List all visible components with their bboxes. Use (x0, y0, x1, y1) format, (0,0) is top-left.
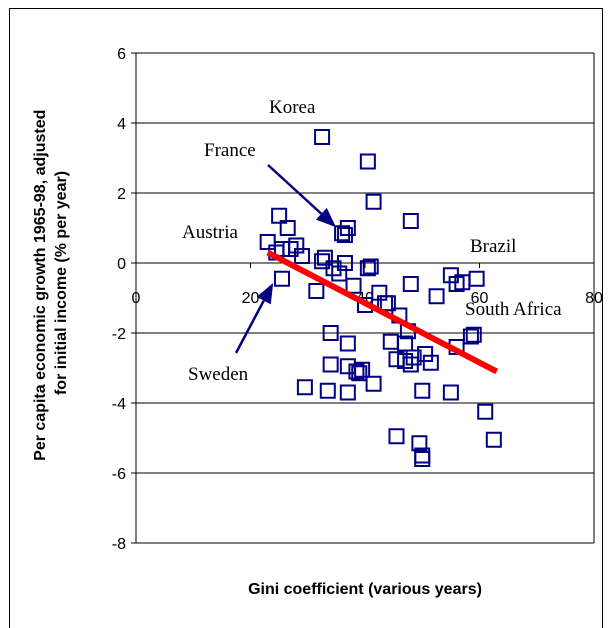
data-point (325, 260, 342, 277)
annotation-label: Sweden (188, 364, 249, 385)
annotation-arrowhead (256, 283, 274, 305)
data-point (388, 428, 405, 445)
data-point (314, 129, 331, 145)
annotation-label: South Africa (465, 299, 562, 320)
data-point (414, 382, 431, 399)
annotation-arrowhead (315, 207, 337, 228)
data-point (428, 288, 445, 305)
data-point (365, 193, 382, 210)
x-tick-label: 80 (585, 290, 602, 307)
y-tick-label: 4 (117, 116, 126, 133)
y-tick-label: -6 (112, 466, 126, 483)
data-point (308, 283, 325, 299)
data-point (273, 270, 290, 287)
data-point (294, 248, 311, 264)
annotation-arrows (234, 164, 337, 354)
trend-line (266, 249, 499, 375)
data-point (339, 384, 356, 401)
annotation-arrow (267, 164, 323, 215)
data-point (336, 255, 353, 271)
data-point (402, 276, 419, 292)
data-point (365, 375, 382, 392)
x-axis-title: Gini coefficient (various years) (248, 581, 482, 598)
y-tick-label: -2 (112, 326, 126, 343)
data-point (402, 213, 419, 229)
annotation-label: Korea (269, 97, 316, 118)
annotation-arrow (234, 300, 265, 354)
y-tick-label: 0 (117, 256, 126, 273)
data-point (422, 354, 439, 371)
data-point (371, 284, 388, 301)
data-point (411, 435, 428, 452)
data-point (351, 365, 368, 382)
y-tick-label: 6 (117, 46, 126, 63)
annotation-label: Austria (182, 222, 239, 243)
annotation-label: France (204, 140, 256, 161)
y-axis-title: Per capita economic growth 1965-98, adju… (32, 105, 70, 461)
data-point (288, 237, 305, 254)
x-axis (135, 263, 595, 268)
y-axis-title-line-2: for initial income (% per year) (53, 171, 70, 395)
y-tick-labels: -8 -6 -4 -2 0 2 4 6 (112, 46, 126, 553)
data-point (331, 265, 348, 282)
data-point (477, 403, 494, 420)
data-point (397, 335, 414, 352)
y-axis-title-line-1: Per capita economic growth 1965-98, adju… (32, 110, 49, 461)
chart-frame: -8 -6 -4 -2 0 2 4 6 0 20 40 60 80 Korea France Austri… (9, 8, 603, 628)
annotation-label: Brazil (470, 236, 516, 257)
data-point (465, 326, 482, 343)
data-point (322, 356, 339, 373)
data-point (397, 353, 414, 369)
data-point (448, 276, 465, 292)
data-point (462, 328, 479, 345)
data-point (468, 270, 485, 287)
x-tick-label: 20 (242, 290, 260, 307)
data-point (271, 207, 288, 224)
y-tick-label: -4 (112, 396, 126, 413)
data-point (296, 379, 313, 396)
data-point (339, 220, 356, 236)
data-point (417, 346, 434, 362)
data-point (362, 258, 379, 275)
y-tick-label: -8 (112, 536, 126, 553)
gridlines (131, 52, 595, 544)
data-point (379, 295, 396, 312)
data-point (322, 325, 339, 341)
data-point (316, 249, 333, 266)
data-point (359, 153, 376, 170)
data-point (405, 349, 422, 366)
data-point (345, 277, 362, 294)
x-tick-label: 60 (471, 290, 489, 307)
data-point (485, 431, 502, 448)
data-point (279, 220, 296, 236)
data-point (348, 363, 365, 380)
data-point (442, 384, 459, 401)
data-point (339, 335, 356, 352)
y-tick-label: 2 (117, 186, 126, 203)
data-point (414, 451, 431, 467)
annotations: Korea France Austria Brazil South Africa Swed… (182, 97, 562, 385)
data-point (354, 361, 371, 378)
data-point (319, 382, 336, 399)
x-tick-label: 0 (132, 290, 141, 307)
data-point (334, 225, 351, 242)
data-point (359, 260, 376, 277)
